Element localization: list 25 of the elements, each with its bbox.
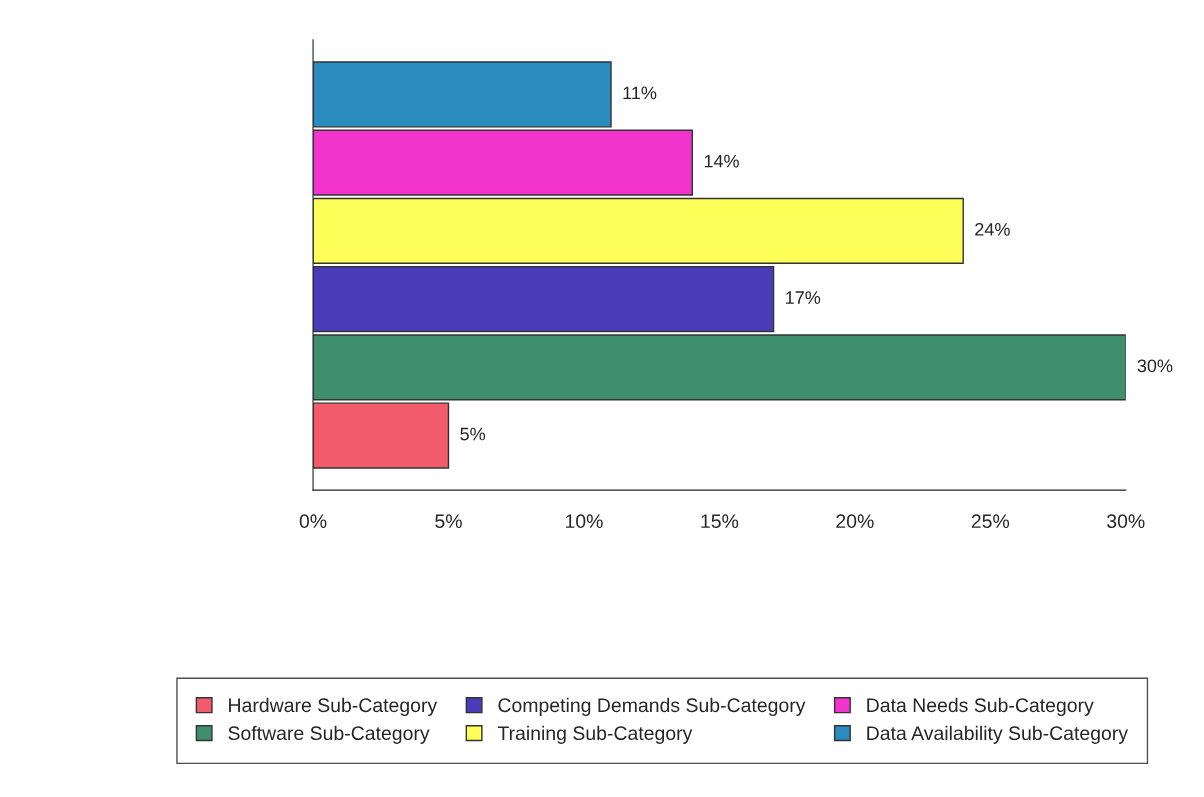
data-label: 5% xyxy=(460,427,486,441)
data-label: 30% xyxy=(1137,359,1173,373)
bar xyxy=(313,129,693,196)
x-tick-label: 30% xyxy=(1107,514,1145,529)
bar xyxy=(313,334,1126,401)
bar xyxy=(313,61,612,128)
bar xyxy=(313,402,450,469)
legend-label: Software Sub-Category xyxy=(228,725,430,744)
legend-label: Hardware Sub-Category xyxy=(229,697,438,716)
data-label: 11% xyxy=(623,86,657,100)
data-label: 24% xyxy=(975,222,1010,236)
x-tick-label: 10% xyxy=(565,514,603,529)
x-tick-label: 0% xyxy=(299,514,327,529)
legend-label: Data Needs Sub-Category xyxy=(867,697,1094,716)
x-tick-label: 15% xyxy=(701,514,739,529)
legend-label: Data Availability Sub-Category xyxy=(867,725,1128,744)
data-label: 14% xyxy=(704,154,739,168)
legend-label: Competing Demands Sub-Category xyxy=(498,697,806,716)
bar xyxy=(313,266,775,333)
x-tick-label: 25% xyxy=(971,514,1010,529)
legend-label: Training Sub-Category xyxy=(497,725,693,744)
x-tick-label: 5% xyxy=(435,514,462,529)
x-tick-label: 20% xyxy=(836,514,874,529)
data-label: 17% xyxy=(786,291,821,304)
bar xyxy=(313,197,964,264)
